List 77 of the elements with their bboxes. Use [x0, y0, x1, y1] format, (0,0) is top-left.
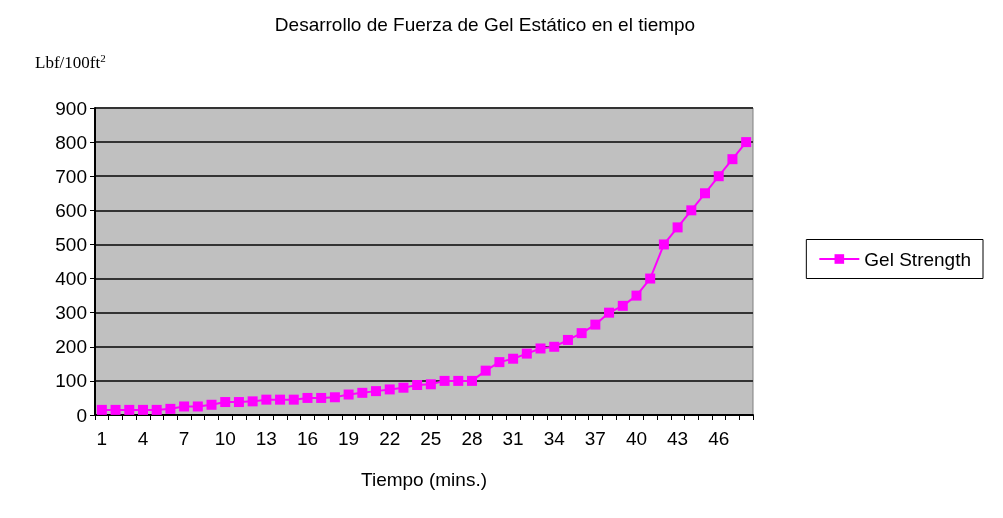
point: [494, 357, 505, 368]
point: [672, 222, 683, 233]
point: [316, 392, 327, 403]
y-tick-label: 100: [55, 370, 87, 392]
x-tick-label: 40: [625, 428, 648, 449]
point: [700, 188, 711, 199]
x-tick-label: 37: [584, 428, 606, 449]
point: [371, 386, 382, 397]
x-tick-label: 7: [178, 428, 190, 449]
point: [384, 384, 395, 395]
x-tick-label: 10: [214, 428, 236, 449]
point: [247, 396, 258, 407]
point: [412, 379, 423, 390]
point: [549, 341, 560, 352]
chart-title: Desarrollo de Fuerza de Gel Estático en el tiempo: [274, 14, 696, 35]
x-tick-label: 1: [96, 428, 108, 449]
y-tick-label: 300: [55, 302, 87, 324]
point: [521, 348, 532, 359]
x-tick-label: 13: [255, 428, 277, 449]
y-tick-label: 900: [55, 97, 87, 119]
point: [604, 307, 615, 318]
point: [562, 334, 573, 345]
point: [535, 343, 546, 354]
point: [275, 394, 286, 405]
point: [165, 403, 176, 414]
point: [453, 375, 464, 386]
point: [233, 397, 244, 408]
point: [357, 387, 368, 398]
point: [110, 404, 121, 415]
x-tick-label: 22: [379, 428, 401, 449]
point: [151, 404, 162, 415]
point: [329, 392, 340, 403]
x-tick-label: 43: [667, 428, 689, 449]
x-tick-label: 31: [502, 428, 524, 449]
x-tick-label: 4: [137, 428, 149, 449]
point: [96, 404, 107, 415]
point: [686, 205, 697, 216]
y-tick-label: 800: [55, 131, 87, 153]
point: [508, 353, 519, 364]
x-tick-label: 16: [296, 428, 319, 449]
y-tick-label: 200: [55, 336, 87, 358]
point: [439, 375, 450, 386]
point: [343, 389, 354, 400]
point: [658, 239, 669, 250]
point: [727, 154, 738, 165]
legend-label: Gel Strength: [864, 248, 971, 270]
y-tick-label: 400: [55, 268, 87, 290]
point: [288, 394, 299, 405]
point: [124, 404, 135, 415]
point: [302, 392, 313, 403]
x-tick-label: 25: [420, 428, 442, 449]
x-tick-label: 19: [338, 428, 360, 449]
x-tick-label: 28: [461, 428, 483, 449]
point: [631, 290, 642, 301]
y-tick-label: 600: [55, 199, 87, 221]
point: [645, 273, 656, 284]
point: [425, 379, 436, 390]
x-axis-title: Tiempo (mins.): [361, 469, 487, 490]
point: [617, 300, 628, 311]
x-tick-label: 46: [708, 428, 730, 449]
point: [137, 404, 148, 415]
point: [590, 319, 601, 330]
point: [576, 328, 587, 339]
y-tick-label: 0: [76, 404, 87, 426]
point: [466, 375, 477, 386]
point: [713, 171, 724, 182]
point: [192, 401, 203, 412]
point: [179, 401, 190, 412]
point: [741, 137, 752, 148]
y-tick-label: 700: [55, 165, 87, 187]
point: [206, 399, 217, 410]
x-tick-label: 34: [543, 428, 566, 449]
point: [261, 394, 272, 405]
y-tick-label: 500: [55, 233, 87, 255]
point: [398, 382, 409, 393]
point: [480, 365, 491, 376]
point: [220, 397, 231, 408]
